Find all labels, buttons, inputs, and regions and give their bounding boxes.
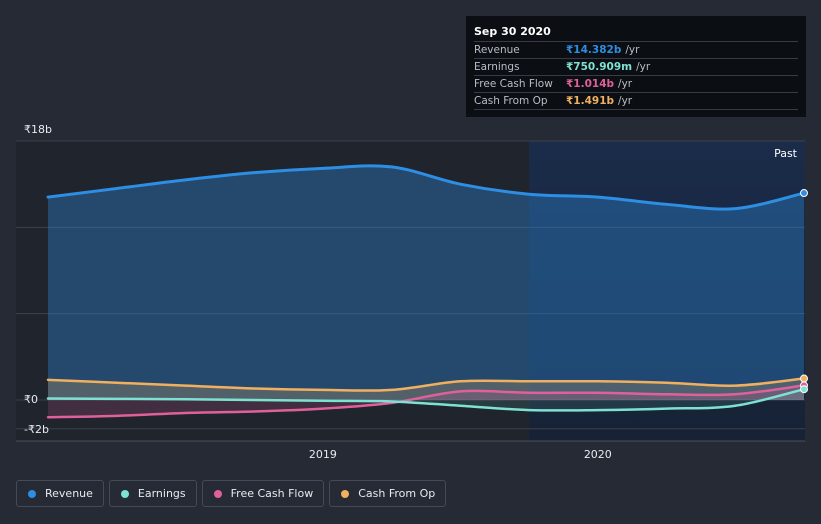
series-line-earnings xyxy=(46,387,806,412)
tooltip-row-revenue: Revenue ₹14.382b /yr xyxy=(474,42,798,59)
series-line-cash-from-op xyxy=(46,377,806,392)
legend-item-revenue[interactable]: Revenue xyxy=(16,480,104,507)
y-tick-label: ₹0 xyxy=(24,393,38,406)
tooltip-row-free-cash-flow: Free Cash Flow ₹1.014b /yr xyxy=(474,76,798,93)
series-area-cash-from-op xyxy=(48,378,804,400)
y-tick-label: -₹2b xyxy=(24,423,49,436)
legend-dot-icon xyxy=(120,489,129,498)
chart: ₹18b ₹0 -₹2b 2019 2020 Past xyxy=(16,123,808,461)
tooltip-unit: /yr xyxy=(618,78,633,90)
legend-label: Free Cash Flow xyxy=(230,487,314,500)
tooltip-label: Cash From Op xyxy=(474,95,548,107)
legend-label: Revenue xyxy=(45,487,93,500)
legend-dot-icon xyxy=(213,489,222,498)
legend-item-earnings[interactable]: Earnings xyxy=(108,480,197,507)
legend-label: Cash From Op xyxy=(358,487,436,500)
tooltip-row-earnings: Earnings ₹750.909m /yr xyxy=(474,59,798,76)
legend-dot-icon xyxy=(28,489,36,498)
tooltip: Sep 30 2020 Revenue ₹14.382b /yr Earning… xyxy=(466,16,806,117)
tooltip-label: Free Cash Flow xyxy=(474,78,553,90)
legend-label: Earnings xyxy=(137,487,186,500)
tooltip-value: ₹1.491b xyxy=(566,95,615,107)
legend: Revenue Earnings Free Cash Flow Cash Fro… xyxy=(16,480,451,507)
legend-dot-icon xyxy=(341,489,350,498)
series-endpoint-cash-from-op xyxy=(800,374,808,383)
y-tick-label: ₹18b xyxy=(24,123,52,136)
tooltip-value: ₹750.909m xyxy=(566,61,633,73)
tooltip-label: Earnings xyxy=(474,61,520,73)
series-line-revenue xyxy=(46,164,806,211)
tooltip-value: ₹14.382b xyxy=(566,44,622,56)
tooltip-row-cash-from-op: Cash From Op ₹1.491b /yr xyxy=(474,93,798,110)
series-endpoint-revenue xyxy=(800,189,808,198)
tooltip-value: ₹1.014b xyxy=(566,78,615,90)
tooltip-unit: /yr xyxy=(618,95,633,107)
past-label: Past xyxy=(774,147,798,160)
series-endpoint-earnings xyxy=(800,385,808,394)
legend-item-cash-from-op[interactable]: Cash From Op xyxy=(329,480,447,507)
tooltip-date: Sep 30 2020 xyxy=(474,24,798,42)
x-tick-label: 2020 xyxy=(584,448,612,461)
legend-item-free-cash-flow[interactable]: Free Cash Flow xyxy=(201,480,325,507)
series-area-revenue xyxy=(48,165,804,400)
tooltip-unit: /yr xyxy=(636,61,651,73)
tooltip-unit: /yr xyxy=(625,44,640,56)
series-area-earnings xyxy=(48,389,804,411)
series-line-free-cash-flow xyxy=(46,384,806,419)
x-tick-label: 2019 xyxy=(309,448,337,461)
tooltip-label: Revenue xyxy=(474,44,520,56)
